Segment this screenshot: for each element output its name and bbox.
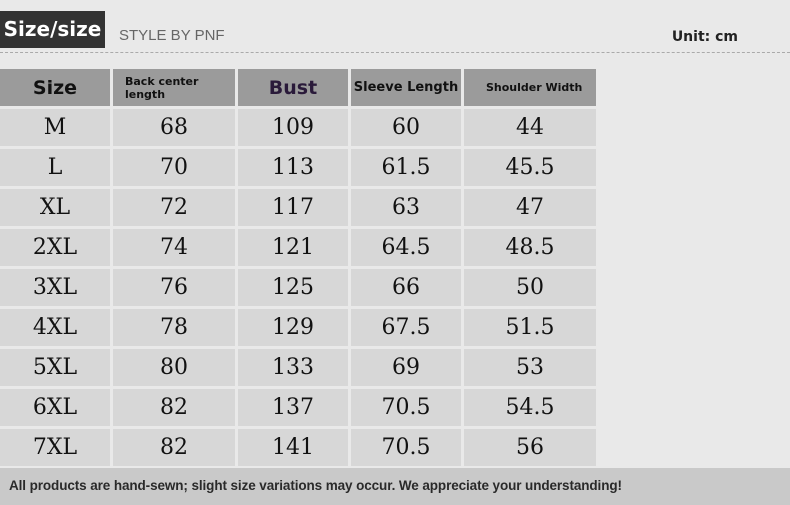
table-row: M 68 109 60 44 xyxy=(0,109,596,146)
table-row: 6XL 82 137 70.5 54.5 xyxy=(0,389,596,426)
table-row: 5XL 80 133 69 53 xyxy=(0,349,596,386)
table-cell: 78 xyxy=(113,309,235,346)
column-header-sleeve-length: Sleeve Length xyxy=(351,69,461,106)
table-cell: 67.5 xyxy=(351,309,461,346)
table-cell: 129 xyxy=(238,309,348,346)
table-cell: 2XL xyxy=(0,229,110,266)
table-cell: 117 xyxy=(238,189,348,226)
table-cell: 68 xyxy=(113,109,235,146)
brand-label: STYLE BY PNF xyxy=(119,27,225,44)
table-cell: 141 xyxy=(238,429,348,466)
table-cell: 60 xyxy=(351,109,461,146)
column-header-bust: Bust xyxy=(238,69,348,106)
table-cell: 133 xyxy=(238,349,348,386)
footer-banner: All products are hand-sewn; slight size … xyxy=(0,468,790,505)
unit-label: Unit: cm xyxy=(671,29,738,45)
table-cell: 66 xyxy=(351,269,461,306)
table-cell: 7XL xyxy=(0,429,110,466)
table-row: XL 72 117 63 47 xyxy=(0,189,596,226)
table-cell: 82 xyxy=(113,429,235,466)
table-cell: 44 xyxy=(464,109,596,146)
table-cell: 113 xyxy=(238,149,348,186)
table-cell: 4XL xyxy=(0,309,110,346)
divider xyxy=(0,52,790,53)
table-cell: 6XL xyxy=(0,389,110,426)
table-cell: 54.5 xyxy=(464,389,596,426)
table-cell: 74 xyxy=(113,229,235,266)
table-cell: 121 xyxy=(238,229,348,266)
size-table: Size Back center length Bust Sleeve Leng… xyxy=(0,66,599,469)
column-header-size: Size xyxy=(0,69,110,106)
table-cell: 80 xyxy=(113,349,235,386)
table-cell: 70 xyxy=(113,149,235,186)
table-header-row: Size Back center length Bust Sleeve Leng… xyxy=(0,69,596,106)
table-cell: L xyxy=(0,149,110,186)
table-cell: 5XL xyxy=(0,349,110,386)
table-cell: 61.5 xyxy=(351,149,461,186)
table-cell: 47 xyxy=(464,189,596,226)
table-row: 7XL 82 141 70.5 56 xyxy=(0,429,596,466)
page-title: Size/size xyxy=(0,11,105,48)
table-cell: 70.5 xyxy=(351,389,461,426)
column-header-back-length: Back center length xyxy=(113,69,235,106)
table-cell: 50 xyxy=(464,269,596,306)
table-cell: 64.5 xyxy=(351,229,461,266)
table-cell: 63 xyxy=(351,189,461,226)
table-cell: 82 xyxy=(113,389,235,426)
table-cell: 72 xyxy=(113,189,235,226)
table-cell: 51.5 xyxy=(464,309,596,346)
table-cell: 53 xyxy=(464,349,596,386)
table-cell: 76 xyxy=(113,269,235,306)
column-header-shoulder-width: Shoulder Width xyxy=(464,69,596,106)
table-cell: 45.5 xyxy=(464,149,596,186)
table-cell: 69 xyxy=(351,349,461,386)
table-cell: 70.5 xyxy=(351,429,461,466)
footer-note: All products are hand-sewn; slight size … xyxy=(9,478,622,493)
table-row: 4XL 78 129 67.5 51.5 xyxy=(0,309,596,346)
table-cell: 48.5 xyxy=(464,229,596,266)
table-cell: 109 xyxy=(238,109,348,146)
table-cell: 3XL xyxy=(0,269,110,306)
table-cell: M xyxy=(0,109,110,146)
table-row: 2XL 74 121 64.5 48.5 xyxy=(0,229,596,266)
table-cell: 56 xyxy=(464,429,596,466)
table-row: L 70 113 61.5 45.5 xyxy=(0,149,596,186)
table-cell: XL xyxy=(0,189,110,226)
table-cell: 125 xyxy=(238,269,348,306)
table-cell: 137 xyxy=(238,389,348,426)
table-row: 3XL 76 125 66 50 xyxy=(0,269,596,306)
